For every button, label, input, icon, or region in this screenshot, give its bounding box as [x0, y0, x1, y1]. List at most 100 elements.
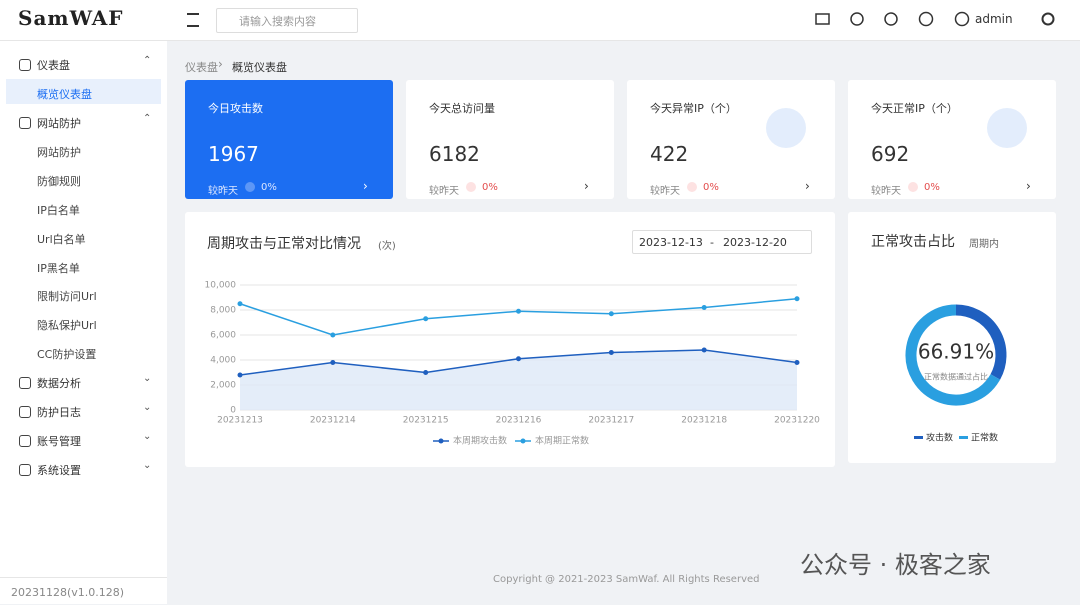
- point: [237, 372, 243, 378]
- donut-arc: [955, 304, 1007, 380]
- menu-toggle[interactable]: [187, 13, 199, 27]
- card-change-icon: [908, 182, 918, 192]
- card-title: 今天异常IP（个）: [650, 102, 737, 115]
- help-icon[interactable]: [918, 11, 934, 27]
- menu-item[interactable]: 防御规则: [37, 174, 81, 188]
- x-tick-label: 20231213: [217, 416, 263, 426]
- card-change: 0%: [703, 182, 719, 193]
- point: [608, 311, 614, 317]
- menu-item[interactable]: IP白名单: [37, 203, 80, 217]
- legend-label[interactable]: 本周期攻击数: [453, 435, 507, 447]
- area: [240, 350, 797, 410]
- menu-group[interactable]: 数据分析: [37, 377, 81, 391]
- menu-arrow[interactable]: ⌄: [143, 460, 152, 472]
- card-change: 0%: [261, 182, 277, 193]
- logo[interactable]: SamWAF: [18, 6, 124, 30]
- date-picker[interactable]: 2023-12-13 - 2023-12-20: [632, 230, 812, 254]
- x-tick-label: 20231217: [588, 416, 634, 426]
- line-card: 周期攻击与正常对比情况 (次) 2023-12-13 - 2023-12-20 …: [185, 212, 835, 467]
- pie-title: 正常攻击占比: [871, 234, 955, 250]
- line-subtitle: (次): [378, 241, 396, 252]
- point: [701, 347, 707, 353]
- menu-group[interactable]: 系统设置: [37, 464, 81, 478]
- card-title: 今天正常IP（个）: [871, 102, 958, 115]
- menu-group[interactable]: 仪表盘: [37, 59, 70, 72]
- card-icon: [987, 108, 1027, 148]
- card-value: 6182: [429, 142, 480, 166]
- menu-item[interactable]: 概览仪表盘: [37, 88, 92, 101]
- x-tick-label: 20231218: [681, 416, 727, 426]
- menu-arrow[interactable]: ⌃: [143, 112, 152, 124]
- point: [237, 301, 243, 307]
- menu-item[interactable]: 隐私保护Url: [37, 319, 97, 333]
- donut-chart: 攻击数 正常数 66.91% 正常数据通过占比: [905, 304, 1007, 444]
- watermark: 公众号 · 极客之家: [800, 551, 991, 579]
- menu-group[interactable]: 防护日志: [37, 406, 81, 420]
- card-value: 422: [650, 142, 689, 166]
- sidebar: 20231128(v1.0.128) 仪表盘 ⌃ 概览仪表盘网站防护 ⌃ 网站防护防御规…: [0, 41, 167, 604]
- header-icons: [815, 11, 1055, 27]
- menu-group[interactable]: 网站防护: [37, 116, 81, 130]
- avatar-icon[interactable]: [954, 11, 970, 27]
- settings-icon[interactable]: [1041, 12, 1055, 26]
- menu-item[interactable]: IP黑名单: [37, 261, 80, 275]
- version: 20231128(v1.0.128): [0, 577, 167, 605]
- menu-icon: [19, 59, 31, 71]
- menu-arrow[interactable]: ⌃: [143, 55, 152, 66]
- legend-dot: [438, 438, 444, 444]
- card-value: 692: [871, 142, 910, 166]
- stat-card: 今天总访问量 6182 较昨天 0% ›: [406, 80, 614, 199]
- y-tick-label: 0: [230, 406, 236, 416]
- menu-arrow[interactable]: ⌄: [143, 373, 152, 385]
- card-compare: 较昨天: [208, 186, 238, 197]
- menu-icon: [19, 406, 31, 419]
- legend-label[interactable]: 攻击数: [926, 432, 953, 444]
- line: [239, 298, 798, 336]
- legend-label[interactable]: 本周期正常数: [535, 435, 589, 447]
- line-title: 周期攻击与正常对比情况: [207, 236, 361, 252]
- menu-arrow[interactable]: ⌄: [143, 402, 152, 414]
- card-arrow[interactable]: ›: [805, 179, 810, 193]
- search-box[interactable]: 请输入搜索内容: [216, 8, 358, 33]
- menu-item[interactable]: Url白名单: [37, 232, 86, 246]
- donut-arc: [905, 304, 1001, 406]
- center-value: 66.91%: [918, 340, 994, 364]
- x-tick-label: 20231214: [310, 416, 356, 426]
- x-tick-label: 20231215: [403, 416, 449, 426]
- stat-card: 今天异常IP（个） 422 较昨天 0% ›: [627, 80, 835, 199]
- power-icon[interactable]: [884, 12, 898, 26]
- line-chart: 0 2,000 4,000 6,000 8,000 10,000 20231213 20231…: [205, 281, 821, 447]
- date-start: 2023-12-13: [639, 236, 703, 249]
- user-name[interactable]: admin: [975, 12, 1013, 26]
- menu-group[interactable]: 账号管理: [37, 435, 81, 449]
- card-arrow[interactable]: ›: [363, 179, 368, 193]
- menu-item[interactable]: 限制访问Url: [37, 290, 97, 304]
- point: [516, 356, 521, 362]
- card-change: 0%: [482, 182, 498, 193]
- menu-icon: [19, 377, 31, 390]
- header: SamWAF 请输入搜索内容 admin: [0, 0, 1080, 41]
- card-change-icon: [466, 182, 476, 192]
- mail-icon[interactable]: [815, 13, 830, 25]
- version-text: 20231128(v1.0.128): [11, 586, 125, 599]
- card-compare: 较昨天: [429, 186, 459, 197]
- card-arrow[interactable]: ›: [584, 179, 589, 193]
- menu-item[interactable]: CC防护设置: [37, 348, 97, 362]
- date-separator: -: [710, 236, 714, 249]
- point: [423, 316, 429, 322]
- card-compare: 较昨天: [871, 186, 901, 197]
- legend-swatch: [959, 436, 968, 439]
- legend-swatch: [914, 436, 923, 439]
- card-arrow[interactable]: ›: [1026, 179, 1031, 193]
- card-title: 今日攻击数: [208, 102, 263, 115]
- point: [516, 308, 521, 314]
- menu-icon: [19, 435, 31, 448]
- breadcrumb-root[interactable]: 仪表盘: [185, 61, 218, 74]
- refresh-icon[interactable]: [850, 12, 864, 26]
- menu-item[interactable]: 网站防护: [37, 145, 81, 159]
- point: [330, 332, 336, 338]
- legend-label[interactable]: 正常数: [971, 432, 998, 444]
- menu-arrow[interactable]: ⌄: [143, 431, 152, 443]
- card-change-icon: [687, 182, 697, 192]
- menu-active-bg: [6, 79, 161, 104]
